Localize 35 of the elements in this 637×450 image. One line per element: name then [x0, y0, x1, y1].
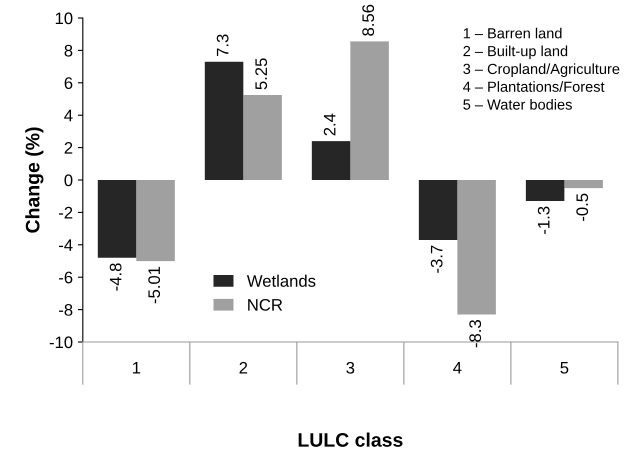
x-tick-label: 3 — [346, 362, 354, 374]
annotation: 2 – Built-up land — [463, 46, 568, 60]
data-label: -5.01 — [148, 266, 160, 304]
data-label: 5.25 — [255, 58, 268, 90]
annotation: 4 – Plantations/Forest — [463, 81, 604, 92]
legend-label: NCR — [248, 298, 282, 311]
y-tick-label: 4 — [64, 110, 73, 122]
y-tick-label: -8 — [59, 304, 72, 316]
legend-label: Wetlands — [246, 274, 316, 287]
y-tick-label: 6 — [64, 77, 72, 90]
y-tick-label: -4 — [59, 239, 73, 251]
annotation: 3 – Cropland/Agriculture — [463, 63, 620, 77]
x-tick-label: 2 — [240, 362, 248, 374]
x-axis-title: LULC class — [298, 432, 403, 447]
data-label: -1.3 — [538, 206, 550, 234]
data-label: 8.56 — [362, 4, 374, 36]
data-label: -8.3 — [469, 320, 482, 348]
data-label: -4.8 — [110, 263, 122, 291]
y-tick-label: 10 — [56, 12, 72, 24]
y-tick-label: -6 — [59, 272, 72, 284]
y-tick-label: 8 — [64, 44, 72, 57]
annotation: 5 – Water bodies — [463, 99, 572, 110]
data-label: -0.5 — [576, 194, 588, 221]
y-tick-label: 2 — [64, 142, 72, 154]
x-tick-label: 1 — [132, 362, 140, 374]
data-label: -3.7 — [430, 246, 443, 273]
y-tick-label: -10 — [50, 336, 72, 348]
x-tick-label: 5 — [560, 362, 568, 374]
y-tick-label: -2 — [59, 206, 72, 218]
annotation: 1 – Barren land — [464, 28, 562, 38]
data-label: 2.4 — [324, 114, 336, 136]
y-tick-label: 0 — [64, 174, 72, 186]
y-axis-title: Change (%) — [25, 127, 44, 233]
data-label: 7.3 — [216, 34, 229, 56]
x-tick-label: 4 — [453, 362, 462, 374]
